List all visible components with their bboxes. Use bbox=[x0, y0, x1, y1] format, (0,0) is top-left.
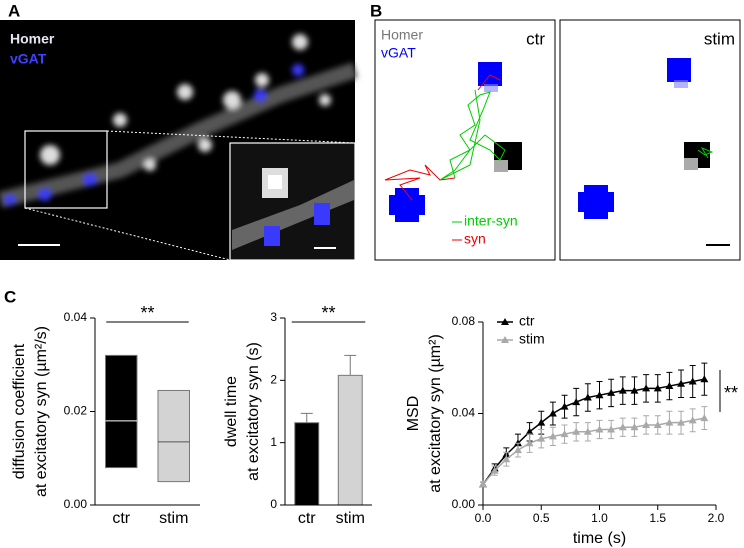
marker bbox=[677, 418, 686, 426]
y-tick-label: 3 bbox=[270, 310, 277, 324]
y-axis-label: diffusion coefficient bbox=[11, 343, 28, 479]
y-axis-label: at excitatory syn (µm²) bbox=[427, 334, 444, 493]
panel-label: A bbox=[8, 1, 20, 20]
marker bbox=[607, 425, 616, 433]
y-tick-label: 0.08 bbox=[452, 314, 476, 328]
marker bbox=[560, 430, 569, 438]
series-line bbox=[482, 378, 705, 485]
y-tick-label: 0.00 bbox=[452, 497, 476, 511]
y-tick-label: 1 bbox=[270, 435, 277, 449]
marker bbox=[630, 423, 639, 431]
y-axis-label: at excitatory syn (µm²/s) bbox=[33, 326, 50, 497]
y-tick-label: 0.02 bbox=[64, 404, 88, 418]
x-tick-label: stim bbox=[159, 510, 188, 527]
trajectory-panel: Homer vGAT ctr stim inter-syn syn bbox=[374, 19, 741, 261]
significance: ** bbox=[140, 303, 154, 323]
stain-label: Homer bbox=[381, 27, 423, 43]
box bbox=[157, 389, 190, 483]
marker bbox=[677, 379, 686, 387]
x-tick-label: 0.0 bbox=[475, 511, 492, 525]
legend-marker bbox=[501, 336, 509, 343]
y-tick-label: 0.04 bbox=[64, 310, 88, 324]
x-tick-label: 2.0 bbox=[708, 511, 725, 525]
marker bbox=[630, 386, 639, 394]
stain-label: vGAT bbox=[381, 45, 416, 61]
box bbox=[105, 354, 138, 469]
marker bbox=[700, 414, 709, 422]
marker bbox=[618, 386, 627, 394]
marker bbox=[490, 466, 499, 474]
marker bbox=[688, 377, 697, 385]
marker bbox=[653, 384, 662, 392]
y-axis-label: MSD bbox=[405, 396, 422, 432]
marker bbox=[479, 480, 487, 488]
x-tick-label: 0.5 bbox=[533, 511, 550, 525]
y-axis-label: dwell time bbox=[223, 376, 240, 447]
marker bbox=[665, 382, 674, 390]
marker bbox=[595, 425, 604, 433]
marker bbox=[642, 384, 651, 392]
legend-marker bbox=[501, 318, 509, 325]
marker bbox=[583, 427, 592, 435]
marker bbox=[513, 446, 522, 454]
condition-label: stim bbox=[704, 29, 735, 48]
marker bbox=[525, 439, 534, 447]
significance: ** bbox=[724, 383, 738, 403]
marker bbox=[607, 388, 616, 396]
legend-label: ctr bbox=[519, 313, 535, 329]
marker bbox=[653, 420, 662, 428]
marker bbox=[548, 409, 557, 417]
marker bbox=[595, 391, 604, 399]
marker bbox=[525, 427, 534, 435]
y-tick-label: 0.00 bbox=[64, 497, 88, 511]
legend-label: syn bbox=[464, 231, 486, 247]
marker bbox=[537, 418, 546, 426]
panel-label: B bbox=[370, 1, 382, 20]
stain-label: Homer bbox=[10, 31, 55, 47]
x-tick-label: ctr bbox=[112, 510, 130, 527]
marker bbox=[572, 427, 581, 435]
y-tick-label: 0 bbox=[270, 497, 277, 511]
bar bbox=[337, 374, 363, 506]
marker bbox=[548, 432, 557, 440]
marker bbox=[502, 455, 511, 463]
marker bbox=[537, 434, 546, 442]
x-axis-label: time (s) bbox=[573, 530, 626, 547]
marker bbox=[642, 420, 651, 428]
marker bbox=[618, 423, 627, 431]
legend-label: stim bbox=[519, 331, 545, 347]
x-tick-label: 1.5 bbox=[649, 511, 666, 525]
stain-label: vGAT bbox=[10, 51, 47, 67]
y-tick-label: 2 bbox=[270, 373, 277, 387]
marker bbox=[700, 375, 709, 383]
condition-label: ctr bbox=[526, 29, 545, 48]
micrograph: Homer vGAT bbox=[0, 20, 358, 261]
x-tick-label: stim bbox=[336, 510, 365, 527]
x-tick-label: ctr bbox=[298, 510, 316, 527]
x-tick-label: 1.0 bbox=[591, 511, 608, 525]
marker bbox=[583, 393, 592, 401]
bar bbox=[294, 422, 320, 506]
y-tick-label: 0.04 bbox=[452, 406, 476, 420]
significance: ** bbox=[321, 303, 335, 323]
marker bbox=[560, 402, 569, 410]
panel-label: C bbox=[4, 287, 16, 306]
marker bbox=[572, 398, 581, 406]
y-axis-label: at excitatory syn (s) bbox=[245, 342, 262, 481]
marker bbox=[688, 416, 697, 424]
legend-label: inter-syn bbox=[464, 213, 518, 229]
marker bbox=[665, 418, 674, 426]
